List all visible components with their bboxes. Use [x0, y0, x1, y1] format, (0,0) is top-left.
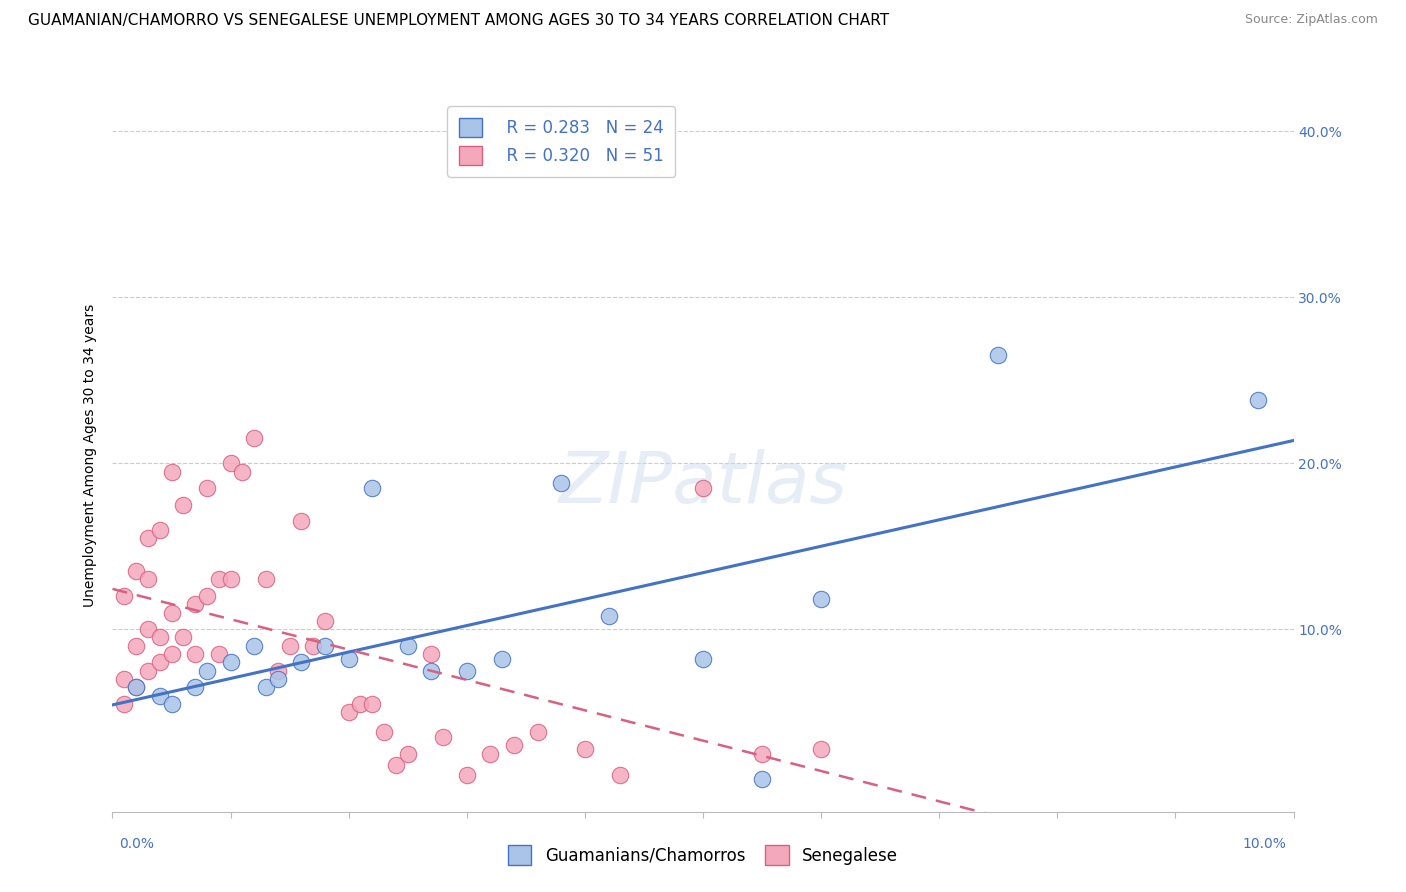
Point — [385, 758, 408, 772]
Point — [149, 523, 172, 537]
Point — [550, 476, 572, 491]
Point — [302, 639, 325, 653]
Point — [491, 652, 513, 666]
Point — [160, 606, 183, 620]
Text: 0.0%: 0.0% — [120, 837, 155, 851]
Point — [136, 622, 159, 636]
Point — [598, 608, 620, 623]
Point — [526, 725, 548, 739]
Point — [208, 647, 231, 661]
Point — [243, 639, 266, 653]
Point — [184, 647, 207, 661]
Point — [432, 730, 454, 744]
Point — [136, 664, 159, 678]
Point — [692, 481, 714, 495]
Point — [396, 639, 419, 653]
Point — [112, 672, 135, 686]
Point — [692, 652, 714, 666]
Text: GUAMANIAN/CHAMORRO VS SENEGALESE UNEMPLOYMENT AMONG AGES 30 TO 34 YEARS CORRELAT: GUAMANIAN/CHAMORRO VS SENEGALESE UNEMPLO… — [28, 13, 889, 29]
Point — [314, 614, 336, 628]
Point — [112, 589, 135, 603]
Point — [149, 689, 172, 703]
Point — [349, 697, 371, 711]
Point — [751, 772, 773, 786]
Point — [184, 680, 207, 694]
Point — [149, 656, 172, 670]
Point — [751, 747, 773, 761]
Point — [987, 348, 1010, 362]
Point — [195, 664, 218, 678]
Point — [361, 481, 384, 495]
Point — [574, 741, 596, 756]
Point — [254, 573, 277, 587]
Point — [810, 741, 832, 756]
Point — [254, 680, 277, 694]
Point — [149, 631, 172, 645]
Point — [373, 725, 395, 739]
Point — [219, 456, 242, 470]
Point — [337, 705, 360, 719]
Point — [219, 573, 242, 587]
Point — [314, 639, 336, 653]
Point — [136, 531, 159, 545]
Legend: Guamanians/Chamorros, Senegalese: Guamanians/Chamorros, Senegalese — [498, 836, 908, 875]
Point — [160, 697, 183, 711]
Point — [219, 656, 242, 670]
Text: Source: ZipAtlas.com: Source: ZipAtlas.com — [1244, 13, 1378, 27]
Point — [337, 652, 360, 666]
Point — [609, 768, 631, 782]
Point — [125, 639, 148, 653]
Point — [503, 739, 526, 753]
Point — [420, 664, 443, 678]
Point — [420, 647, 443, 661]
Point — [1247, 393, 1270, 408]
Point — [172, 631, 194, 645]
Point — [361, 697, 384, 711]
Point — [456, 768, 478, 782]
Point — [125, 680, 148, 694]
Point — [290, 514, 312, 528]
Point — [208, 573, 231, 587]
Point — [195, 481, 218, 495]
Text: 10.0%: 10.0% — [1243, 837, 1286, 851]
Point — [479, 747, 502, 761]
Point — [160, 465, 183, 479]
Point — [172, 498, 194, 512]
Point — [278, 639, 301, 653]
Point — [125, 680, 148, 694]
Point — [112, 697, 135, 711]
Point — [243, 431, 266, 445]
Text: ZIPatlas: ZIPatlas — [558, 449, 848, 518]
Point — [136, 573, 159, 587]
Point — [267, 672, 290, 686]
Point — [125, 564, 148, 578]
Y-axis label: Unemployment Among Ages 30 to 34 years: Unemployment Among Ages 30 to 34 years — [83, 303, 97, 607]
Point — [456, 664, 478, 678]
Point — [184, 597, 207, 611]
Point — [231, 465, 253, 479]
Point — [810, 592, 832, 607]
Point — [290, 656, 312, 670]
Point — [396, 747, 419, 761]
Point — [267, 664, 290, 678]
Point — [195, 589, 218, 603]
Point — [160, 647, 183, 661]
